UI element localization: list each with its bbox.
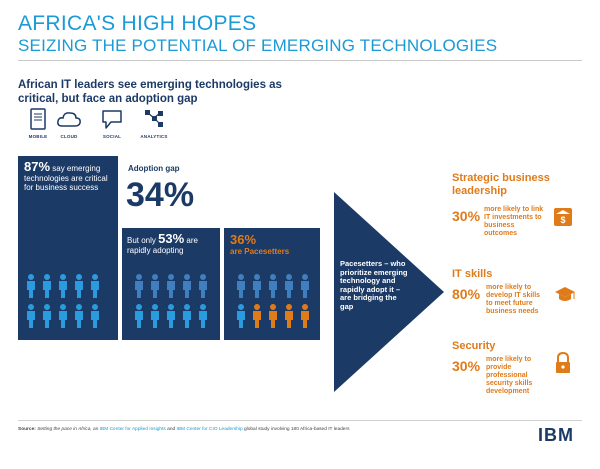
pacesetters-arrow <box>334 192 444 392</box>
person-icon <box>183 274 191 298</box>
adopting-suffix: are <box>184 236 198 245</box>
headline: African IT leaders see emerging technolo… <box>18 79 282 105</box>
people-group-1 <box>27 274 99 328</box>
section-title: Strategic business leadership <box>452 172 550 197</box>
person-icon <box>43 274 51 298</box>
person-icon <box>269 274 277 298</box>
analytics-icon <box>145 110 163 127</box>
critical-text-1: say emerging <box>50 164 101 173</box>
section-description: more likely to link IT investments to bu… <box>484 206 544 237</box>
dollar-icon: $ <box>554 208 572 226</box>
adoption-gap-value: 34% <box>126 176 195 214</box>
source-link-2[interactable]: IBM Center for CIO Leadership <box>176 427 243 432</box>
adoption-gap-label: Adoption gap <box>128 164 180 173</box>
person-icon <box>43 304 51 328</box>
critical-text-3: for business success <box>24 183 99 192</box>
person-icon <box>285 304 293 328</box>
adopting-percent: 53% <box>158 231 185 246</box>
person-icon <box>253 274 261 298</box>
person-icon <box>59 274 67 298</box>
person-icon <box>59 304 67 328</box>
person-icon <box>75 304 83 328</box>
pacesetters-text: are Pacesetters <box>230 247 290 256</box>
person-icon <box>91 274 99 298</box>
section-percent: 30% <box>452 358 481 374</box>
person-icon <box>27 304 35 328</box>
speech-bubble-icon <box>102 110 122 129</box>
person-icon <box>285 274 293 298</box>
person-icon <box>301 304 309 328</box>
person-icon <box>237 304 245 328</box>
title-divider <box>18 60 582 61</box>
person-icon <box>183 304 191 328</box>
pacesetters-percent: 36% <box>230 232 257 247</box>
person-icon <box>167 304 175 328</box>
cloud-icon <box>57 112 81 127</box>
section-title: Security <box>452 340 496 352</box>
panel-critical: 87% say emerging technologies are critic… <box>18 156 118 340</box>
title-line-2: SEIZING THE POTENTIAL OF EMERGING TECHNO… <box>18 36 498 55</box>
person-icon <box>199 274 207 298</box>
person-icon <box>253 304 261 328</box>
source-text: and <box>165 427 177 432</box>
section-title: IT skills <box>452 268 493 280</box>
panel-pacesetters: 36% are Pacesetters <box>224 228 320 340</box>
source-text: Setting the pace in Africa, an <box>35 427 100 432</box>
tech-label: ANALYTICS <box>140 134 168 139</box>
person-icon <box>27 274 35 298</box>
arrow-text: Pacesetters – who prioritize emerging te… <box>340 259 408 311</box>
source-link-1[interactable]: IBM Center for Applied Insights <box>99 427 166 432</box>
tech-label: MOBILE <box>28 134 48 139</box>
critical-text-2: technologies are critical <box>24 173 108 183</box>
adopting-prefix: But only <box>127 236 159 245</box>
ibm-logo: IBM <box>538 425 574 445</box>
footer-divider <box>18 420 582 421</box>
tech-label: SOCIAL <box>102 134 122 139</box>
panel-adopting: But only 53% are rapidly adopting <box>122 228 220 340</box>
adopting-text: rapidly adopting <box>127 245 184 255</box>
person-icon <box>151 304 159 328</box>
source-label: Source: <box>18 427 36 432</box>
source-text: global study involving 180 Africa-based … <box>242 427 350 432</box>
people-group-2 <box>135 274 207 328</box>
source-note: Source: Setting the pace in Africa, an I… <box>18 427 349 432</box>
section-description: more likely to develop IT skills to meet… <box>486 284 541 315</box>
graduation-cap-icon <box>555 287 575 301</box>
person-icon <box>237 274 245 298</box>
person-icon <box>135 274 143 298</box>
person-icon <box>135 304 143 328</box>
mobile-icon <box>30 108 46 130</box>
section-percent: 30% <box>452 208 481 224</box>
section-description: more likely to provide professional secu… <box>486 356 533 395</box>
tech-cloud: CLOUD <box>49 108 89 139</box>
tech-social: SOCIAL <box>92 108 132 139</box>
svg-text:$: $ <box>560 215 565 225</box>
person-icon <box>151 274 159 298</box>
title-line-1: AFRICA'S HIGH HOPES <box>18 12 257 35</box>
people-group-3 <box>237 274 309 328</box>
person-icon <box>269 304 277 328</box>
person-icon <box>301 274 309 298</box>
person-icon <box>167 274 175 298</box>
padlock-icon <box>556 352 570 373</box>
tech-mobile: MOBILE <box>18 108 58 139</box>
tech-analytics: ANALYTICS <box>134 108 174 139</box>
person-icon <box>199 304 207 328</box>
critical-percent: 87% <box>24 159 51 174</box>
section-percent: 80% <box>452 286 481 302</box>
tech-label: CLOUD <box>60 134 78 139</box>
person-icon <box>75 274 83 298</box>
person-icon <box>91 304 99 328</box>
